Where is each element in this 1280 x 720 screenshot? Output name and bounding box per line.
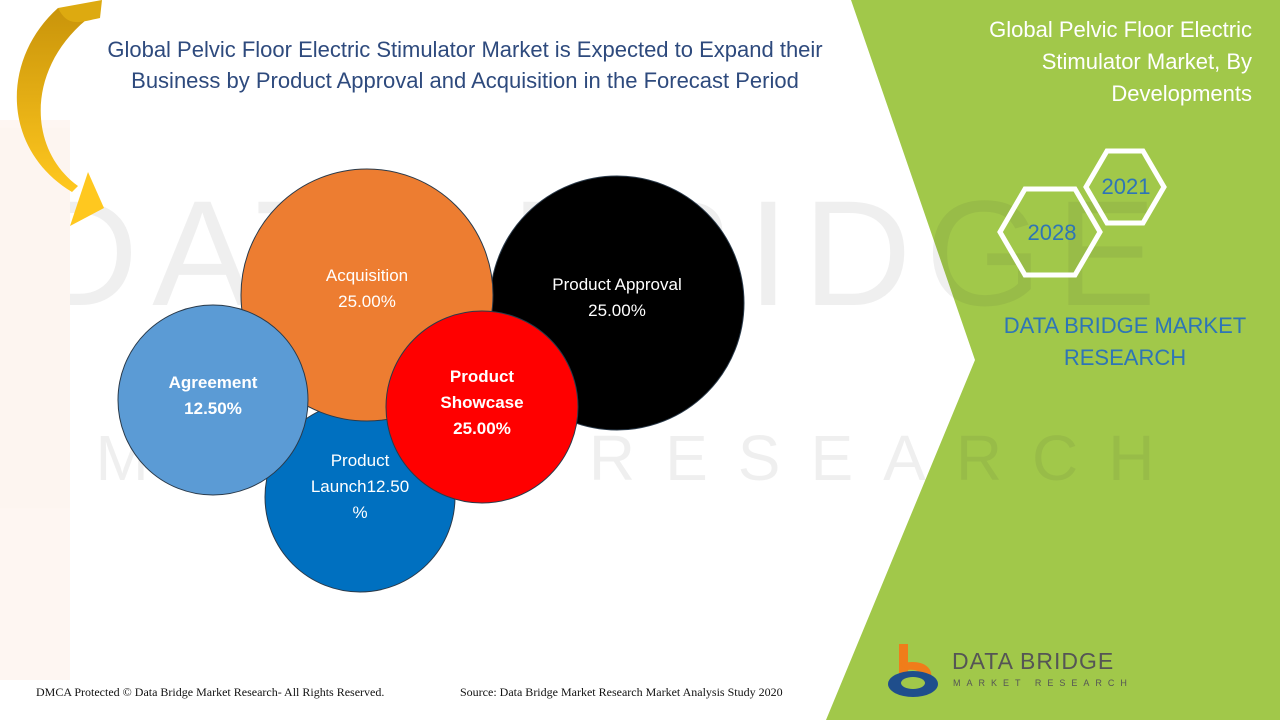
bubble-label-product-approval: 25.00% [588,301,646,320]
bubble-chart: Product Approval 25.00% Product Launch12.50… [117,168,745,593]
year-2028-label: 2028 [1028,220,1077,245]
curved-arrow-icon [16,0,104,226]
year-hexagons: 2021 2028 [997,148,1167,278]
side-panel-title: Global Pelvic Floor Electric Stimulator … [930,14,1252,110]
source-footer: Source: Data Bridge Market Research Mark… [460,685,783,699]
side-title-line-2: Stimulator Market, By [1041,49,1252,74]
bubble-label-agreement: Agreement [169,373,258,392]
bubble-product-showcase [385,310,579,504]
logo-tagline: MARKET RESEARCH [953,678,1133,688]
side-title-line-1: Global Pelvic Floor Electric [989,17,1252,42]
page-title-line-2: Business by Product Approval and Acquisi… [131,68,799,93]
side-title-line-3: Developments [1111,81,1252,106]
data-bridge-logo-icon [888,644,938,697]
bubble-label-product-showcase: Product [450,367,515,386]
bubble-label-product-approval: Product Approval [552,275,681,294]
brand-name: DATA BRIDGE MARKET RESEARCH [985,310,1265,374]
bubble-label-product-showcase: 25.00% [453,419,511,438]
bubble-label-product-launch: Product [331,451,390,470]
bubble-label-product-launch: Launch12.50 [311,477,409,496]
bubble-label-product-showcase: Showcase [440,393,523,412]
bubble-label-agreement: 12.50% [184,399,242,418]
bubble-agreement [117,304,309,496]
hexagon-2028 [997,186,1103,278]
brand-line-1: DATA BRIDGE MARKET [1003,313,1247,338]
logo-wordmark: DATA BRIDGE [952,648,1115,674]
page-title-line-1: Global Pelvic Floor Electric Stimulator … [107,37,823,62]
bubble-label-acquisition: 25.00% [338,292,396,311]
green-side-panel [826,0,1280,720]
brand-line-2: RESEARCH [1063,345,1187,370]
copyright-footer: DMCA Protected © Data Bridge Market Rese… [36,685,385,699]
bubble-label-acquisition: Acquisition [326,266,408,285]
hexagon-2021 [1083,148,1167,226]
page-title: Global Pelvic Floor Electric Stimulator … [50,34,880,96]
year-2021-label: 2021 [1102,174,1151,199]
bubble-label-product-launch: % [352,503,367,522]
